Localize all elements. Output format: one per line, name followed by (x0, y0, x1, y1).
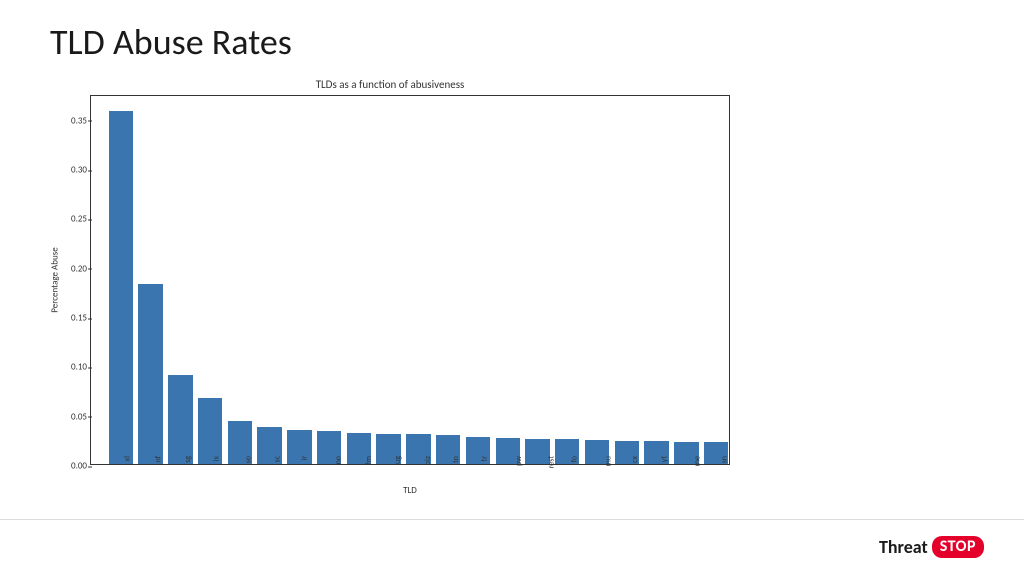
y-tick: 0.35 (71, 115, 87, 126)
y-tick: 0.30 (71, 165, 87, 176)
x-tick: tr (479, 456, 489, 461)
y-axis: 0.000.050.100.150.200.250.300.35 (51, 96, 91, 464)
x-tick: mu (604, 456, 614, 467)
footer-divider (0, 519, 1024, 520)
bar (138, 284, 162, 464)
chart-container: TLDs as a function of abusiveness Percen… (50, 78, 730, 508)
x-tick: sn (719, 456, 729, 463)
x-tick: yt (659, 456, 669, 462)
x-tick: xl (122, 456, 132, 461)
brand-logo: Threat STOP (879, 536, 984, 558)
plot-area: Percentage Abuse 0.000.050.100.150.200.2… (90, 95, 730, 465)
x-tick: to (451, 456, 461, 463)
x-tick: ix (211, 456, 221, 461)
x-tick: sc (272, 456, 282, 463)
y-tick: 0.25 (71, 214, 87, 225)
chart-title: TLDs as a function of abusiveness (50, 78, 730, 91)
x-tick: ir (300, 456, 310, 461)
x-tick: biz (424, 456, 434, 465)
y-tick: 0.15 (71, 313, 87, 324)
x-tick: rest (546, 456, 556, 468)
x-axis: TLD xlnfsgixsoscirnofmugbiztotrpwrestfom… (90, 450, 730, 490)
bar (109, 111, 133, 464)
x-tick: no (334, 456, 344, 464)
x-tick: so (243, 456, 253, 463)
x-tick: pw (514, 456, 524, 466)
x-tick: ug (393, 456, 403, 464)
x-tick: cx (630, 456, 640, 463)
x-tick: nf (153, 456, 163, 463)
y-tick: 0.10 (71, 362, 87, 373)
x-tick: fo (570, 456, 580, 463)
brand-badge-stop: STOP (932, 536, 984, 558)
y-tick: 0.00 (71, 461, 87, 472)
brand-word-threat: Threat (879, 536, 928, 558)
slide-title: TLD Abuse Rates (50, 20, 292, 64)
bars-layer (91, 96, 729, 464)
y-tick: 0.20 (71, 263, 87, 274)
y-tick: 0.05 (71, 411, 87, 422)
x-tick: me (693, 456, 703, 466)
x-axis-label: TLD (403, 485, 417, 496)
x-tick: fm (364, 456, 374, 465)
x-tick: sg (183, 456, 193, 463)
